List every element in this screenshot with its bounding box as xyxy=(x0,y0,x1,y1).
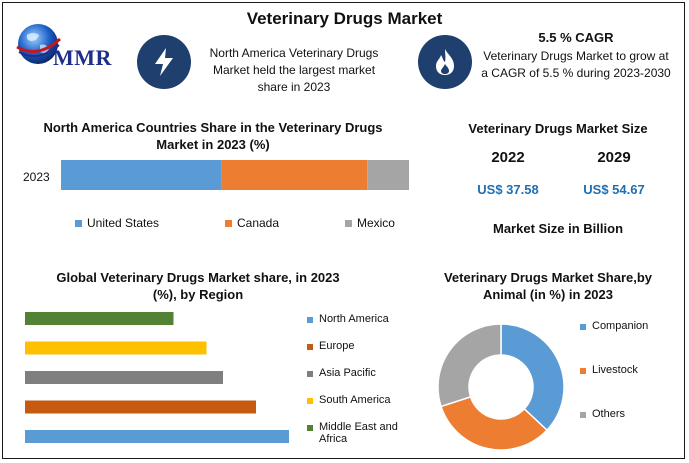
legend-canada: Canada xyxy=(224,216,279,230)
market-size-title: Veterinary Drugs Market Size xyxy=(468,121,648,136)
country-share-chart xyxy=(61,160,409,190)
cagr-note: Veterinary Drugs Market to grow at a CAG… xyxy=(481,49,671,80)
legend-europe: Europe xyxy=(307,340,407,367)
flame-icon xyxy=(436,49,454,75)
animal-share-title: Veterinary Drugs Market Share,by Animal … xyxy=(443,270,653,302)
market-size-value-2: US$ 54.67 xyxy=(583,182,645,197)
animal-share-chart xyxy=(437,323,565,451)
legend-mexico: Mexico xyxy=(344,216,395,230)
market-size-year-2: 2029 xyxy=(597,149,631,166)
country-share-title: North America Countries Share in the Vet… xyxy=(43,120,383,152)
cagr-heading: 5.5 % CAGR xyxy=(538,30,614,45)
donut-slice-companion xyxy=(500,323,565,432)
infographic-frame: Veterinary Drugs Market MMR North Americ… xyxy=(2,2,685,459)
mmr-logo: MMR xyxy=(13,15,125,75)
market-size-value-1: US$ 37.58 xyxy=(477,182,539,197)
region-bar-south-america xyxy=(25,341,207,355)
legend-north-america: North America xyxy=(307,313,407,340)
region-share-chart xyxy=(25,312,289,443)
donut-slice-others xyxy=(437,323,502,408)
legend-asia-pacific: Asia Pacific xyxy=(307,367,407,394)
legend-united-states: United States xyxy=(75,216,159,230)
stack-segment-united-states xyxy=(61,160,222,190)
animal-share-legend: Companion Livestock Others xyxy=(580,320,680,428)
legend-others: Others xyxy=(580,408,680,428)
country-share-legend: United States Canada Mexico xyxy=(75,216,395,230)
logo-text: MMR xyxy=(53,45,112,70)
legend-middle-east-africa: Middle East and Africa xyxy=(307,421,407,451)
lightning-badge xyxy=(137,35,191,89)
region-share-legend: North America Europe Asia Pacific South … xyxy=(307,313,407,451)
legend-livestock: Livestock xyxy=(580,364,680,408)
market-size-unit-note: Market Size in Billion xyxy=(492,221,624,236)
region-share-title: Global Veterinary Drugs Market share, in… xyxy=(56,270,340,302)
region-bar-north-america xyxy=(25,430,289,443)
region-bar-asia-pacific xyxy=(25,371,223,384)
stack-segment-canada xyxy=(221,160,368,190)
donut-slice-livestock xyxy=(440,395,548,451)
lightning-icon xyxy=(155,48,173,76)
globe-icon xyxy=(16,24,62,64)
north-america-note: North America Veterinary Drugs Market he… xyxy=(209,46,379,94)
legend-south-america: South America xyxy=(307,394,407,421)
page-title: Veterinary Drugs Market xyxy=(246,9,443,28)
country-share-category: 2023 xyxy=(23,170,50,184)
legend-companion: Companion xyxy=(580,320,680,364)
region-bar-middle-east-and-africa xyxy=(25,312,174,325)
stack-segment-mexico xyxy=(367,160,409,190)
region-bar-europe xyxy=(25,400,256,414)
market-size-year-1: 2022 xyxy=(491,149,525,166)
flame-badge xyxy=(418,35,472,89)
